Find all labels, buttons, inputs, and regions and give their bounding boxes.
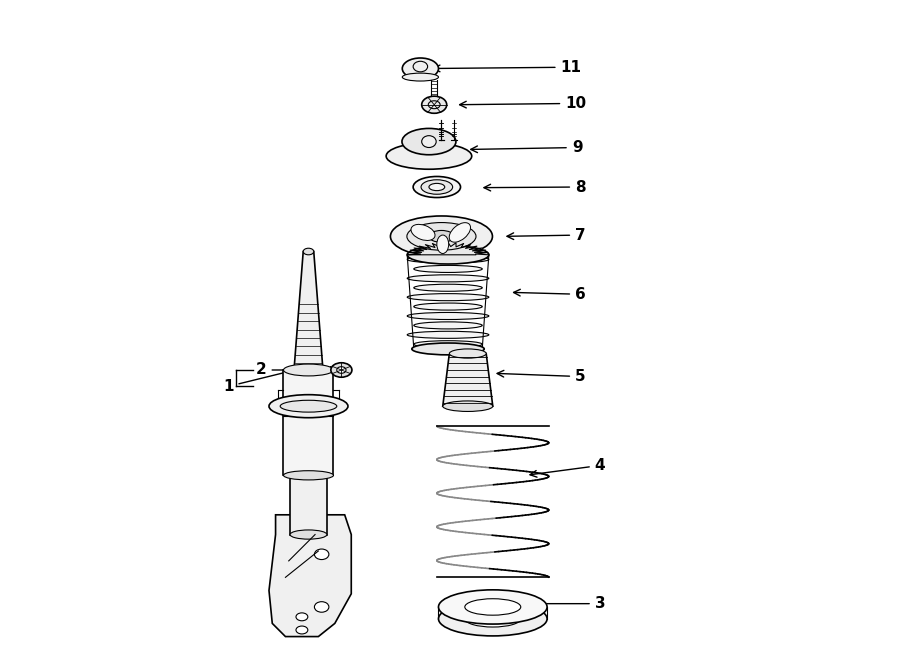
Ellipse shape [429, 231, 454, 243]
Ellipse shape [438, 590, 547, 624]
Ellipse shape [407, 275, 489, 282]
Ellipse shape [407, 246, 489, 264]
Ellipse shape [414, 303, 482, 310]
Ellipse shape [331, 363, 352, 377]
Text: 8: 8 [484, 180, 586, 194]
Ellipse shape [414, 266, 482, 272]
Ellipse shape [280, 401, 337, 412]
Ellipse shape [386, 143, 472, 169]
Ellipse shape [414, 340, 482, 348]
Ellipse shape [422, 136, 436, 147]
Ellipse shape [407, 293, 489, 301]
Ellipse shape [411, 224, 435, 241]
Ellipse shape [402, 58, 438, 79]
Polygon shape [290, 475, 327, 535]
Ellipse shape [314, 549, 328, 560]
Text: 1: 1 [223, 366, 304, 394]
Ellipse shape [422, 96, 446, 113]
Ellipse shape [407, 331, 489, 338]
Ellipse shape [284, 364, 334, 376]
Ellipse shape [421, 180, 453, 194]
Ellipse shape [269, 395, 348, 418]
Text: 4: 4 [530, 458, 606, 477]
Text: 6: 6 [514, 287, 586, 302]
Ellipse shape [464, 611, 521, 627]
Ellipse shape [407, 313, 489, 319]
Ellipse shape [337, 367, 346, 373]
Ellipse shape [449, 349, 486, 358]
Ellipse shape [438, 602, 547, 636]
Polygon shape [284, 370, 334, 475]
Text: 3: 3 [524, 596, 606, 611]
Text: 11: 11 [433, 59, 581, 75]
Ellipse shape [290, 530, 327, 539]
Ellipse shape [436, 235, 449, 253]
Text: 2: 2 [256, 362, 338, 377]
Ellipse shape [402, 73, 438, 81]
Text: 5: 5 [497, 369, 586, 384]
Text: 9: 9 [471, 140, 582, 155]
Ellipse shape [314, 602, 328, 612]
Ellipse shape [296, 626, 308, 634]
Ellipse shape [413, 176, 461, 198]
Ellipse shape [414, 322, 482, 329]
Ellipse shape [303, 249, 314, 254]
Ellipse shape [402, 128, 456, 155]
Ellipse shape [391, 216, 492, 256]
Ellipse shape [414, 284, 482, 292]
Ellipse shape [407, 256, 489, 263]
Polygon shape [407, 243, 489, 254]
Ellipse shape [429, 183, 445, 190]
Polygon shape [269, 515, 351, 637]
Ellipse shape [407, 223, 476, 251]
Ellipse shape [296, 613, 308, 621]
Text: 7: 7 [507, 227, 586, 243]
Ellipse shape [464, 599, 521, 615]
Polygon shape [294, 252, 323, 370]
Ellipse shape [412, 343, 484, 355]
Ellipse shape [443, 401, 493, 411]
Ellipse shape [449, 223, 471, 242]
Text: 10: 10 [460, 96, 586, 111]
Ellipse shape [284, 471, 334, 480]
Polygon shape [443, 354, 493, 407]
